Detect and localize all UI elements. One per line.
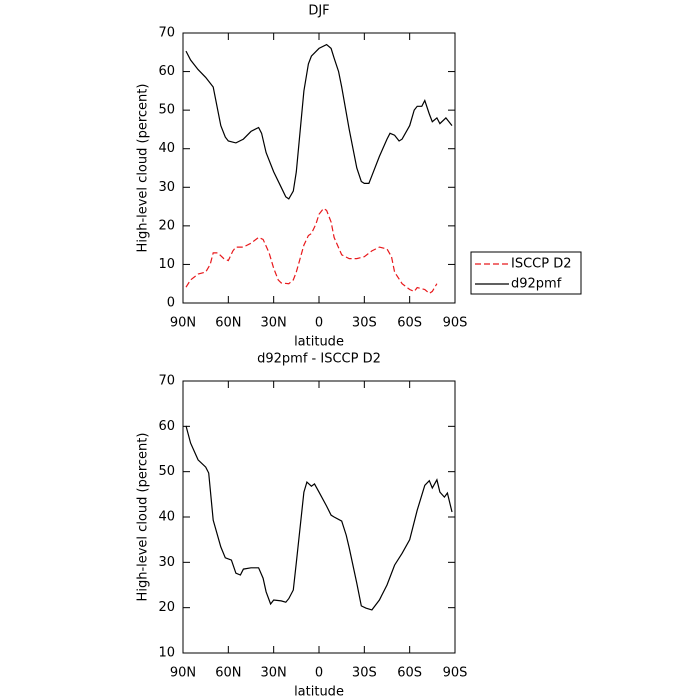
- x-tick-label: 90N: [170, 316, 196, 331]
- y-axis-label: High-level cloud (percent): [136, 84, 151, 253]
- chart-title: d92pmf - ISCCP D2: [257, 352, 381, 367]
- y-tick-label: 70: [158, 26, 175, 41]
- x-tick-label: 60S: [397, 316, 422, 331]
- y-tick-label: 10: [158, 646, 175, 661]
- x-tick-label: 90N: [170, 666, 196, 681]
- x-tick-label: 30N: [261, 316, 287, 331]
- x-tick-label: 60N: [215, 666, 241, 681]
- x-tick-label: 60S: [397, 666, 422, 681]
- plot-frame: [182, 380, 456, 654]
- x-axis-label: latitude: [294, 335, 344, 350]
- y-tick-label: 50: [158, 464, 175, 479]
- x-tick-label: 90S: [443, 316, 468, 331]
- x-tick-label: 30S: [352, 666, 377, 681]
- y-tick-label: 0: [167, 296, 175, 311]
- data-line: [185, 425, 453, 611]
- chart-title: DJF: [308, 4, 329, 19]
- legend-label: ISCCP D2: [511, 257, 572, 272]
- x-tick-label: 0: [315, 316, 323, 331]
- y-tick-label: 70: [158, 374, 175, 389]
- legend-box: [470, 251, 582, 295]
- y-tick-label: 40: [158, 141, 175, 156]
- data-line: [185, 207, 438, 295]
- y-tick-label: 20: [158, 218, 175, 233]
- y-tick-label: 40: [158, 510, 175, 525]
- y-tick-label: 30: [158, 555, 175, 570]
- y-tick-label: 50: [158, 103, 175, 118]
- x-tick-label: 30S: [352, 316, 377, 331]
- y-tick-label: 60: [158, 64, 175, 79]
- y-tick-label: 30: [158, 180, 175, 195]
- plot-frame: [182, 32, 456, 304]
- y-tick-label: 10: [158, 257, 175, 272]
- legend-label: d92pmf: [511, 277, 562, 292]
- x-tick-label: 0: [315, 666, 323, 681]
- y-tick-label: 60: [158, 419, 175, 434]
- y-tick-label: 20: [158, 600, 175, 615]
- x-tick-label: 30N: [261, 666, 287, 681]
- x-tick-label: 90S: [443, 666, 468, 681]
- x-tick-label: 60N: [215, 316, 241, 331]
- x-axis-label: latitude: [294, 685, 344, 700]
- data-line: [185, 43, 453, 200]
- y-axis-label: High-level cloud (percent): [136, 433, 151, 602]
